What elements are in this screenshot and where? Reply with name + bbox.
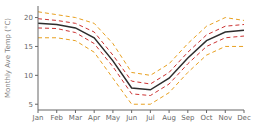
svg-text:20: 20	[24, 14, 33, 22]
svg-text:Feb: Feb	[51, 114, 64, 122]
svg-text:Dec: Dec	[237, 114, 246, 122]
svg-text:May: May	[106, 114, 120, 122]
svg-text:Monthly Ave Temp (°C): Monthly Ave Temp (°C)	[8, 18, 12, 98]
svg-text:Apr: Apr	[88, 114, 100, 122]
svg-text:Jan: Jan	[32, 114, 44, 122]
svg-text:10: 10	[24, 72, 33, 80]
svg-text:Oct: Oct	[200, 114, 212, 122]
svg-text:Nov: Nov	[218, 114, 232, 122]
svg-text:Jun: Jun	[125, 114, 137, 122]
svg-text:Aug: Aug	[162, 114, 176, 122]
svg-text:5: 5	[29, 101, 33, 109]
svg-text:15: 15	[24, 43, 33, 51]
svg-text:Jul: Jul	[145, 114, 155, 122]
svg-text:Sep: Sep	[181, 114, 195, 122]
svg-text:Mar: Mar	[69, 114, 82, 122]
